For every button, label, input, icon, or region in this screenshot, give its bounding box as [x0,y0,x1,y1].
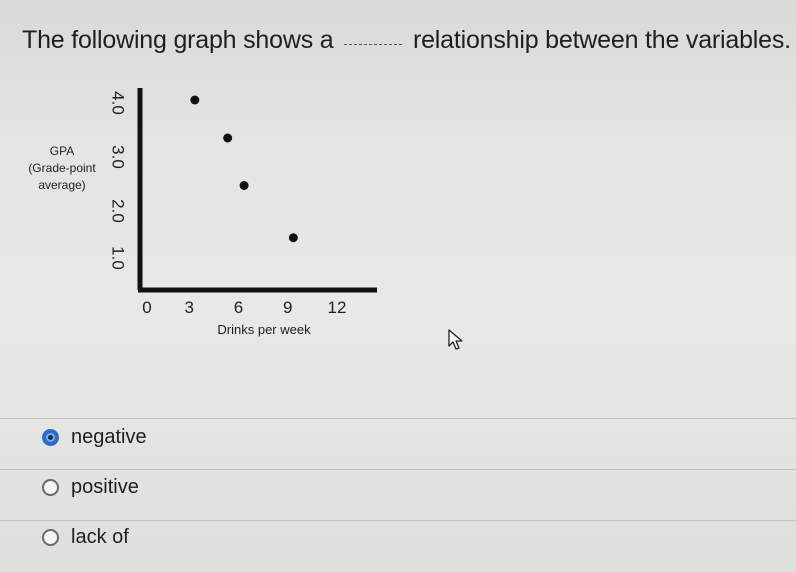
radio-negative[interactable] [42,428,59,446]
x-tick-label: 9 [283,298,292,317]
x-tick-label: 6 [234,298,243,317]
option-negative[interactable]: negative [42,412,147,462]
option-lack-of[interactable]: lack of [42,512,147,562]
divider-line [0,418,796,419]
option-label-positive: positive [71,475,139,498]
data-point [223,133,233,143]
y-tick-label: 3.0 [109,145,128,169]
answer-blank [344,44,403,45]
y-axis-label: (Grade-point [28,161,96,175]
x-axis-label: Drinks per week [217,322,311,337]
scatter-chart: 0 3 6 9 12 4.0 3.0 2.0 1.0 Drinks per week GPA (Gra… [28,88,377,337]
y-axis-label: average) [38,178,85,192]
data-point [190,95,200,105]
data-point [239,181,249,190]
y-tick-label: 4.0 [109,91,128,115]
y-axis-label: GPA [50,144,74,158]
divider-line [0,520,796,521]
y-tick-label: 2.0 [109,199,128,223]
x-tick-label: 0 [142,298,151,317]
x-tick-label: 3 [185,298,194,317]
radio-lack-of[interactable] [42,528,59,546]
divider-line [0,469,796,470]
mouse-pointer-icon [448,329,463,350]
question-suffix: relationship between the variables. [412,26,791,54]
x-tick-label: 12 [328,298,347,317]
question-prefix: The following graph shows a [22,26,334,54]
radio-positive[interactable] [42,478,59,496]
option-label-negative: negative [71,425,147,448]
option-positive[interactable]: positive [42,462,147,512]
option-label-lack-of: lack of [71,525,129,548]
data-point [288,233,298,243]
question-text: The following graph shows a relationship… [22,26,791,55]
y-tick-label: 1.0 [109,246,128,270]
answer-options: negative positive lack of [42,412,147,562]
